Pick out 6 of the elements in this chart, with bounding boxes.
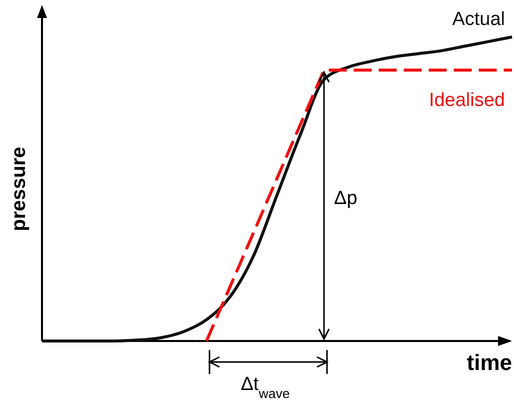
text: Δt$_{wave}$: [240, 374, 290, 400]
series-label: Actual: [452, 9, 505, 30]
series-label: Idealised: [428, 90, 505, 112]
y-axis-title: pressure: [8, 146, 30, 232]
x-axis-title: time: [466, 350, 512, 375]
annotation: Δp: [334, 188, 358, 210]
